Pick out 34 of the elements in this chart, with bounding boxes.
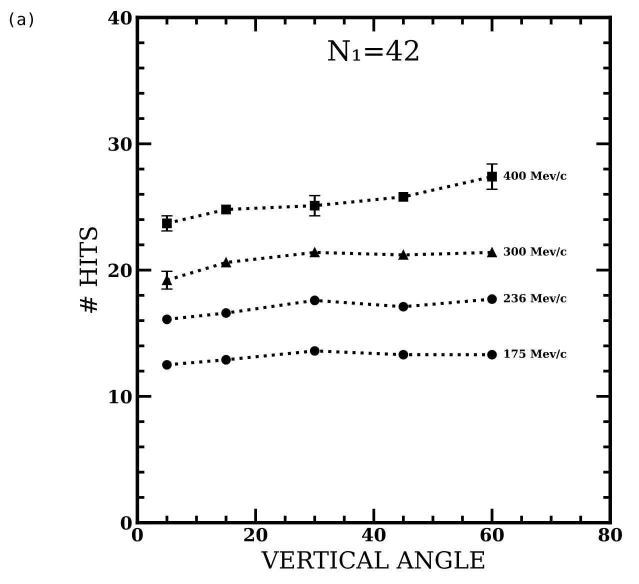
y-tick-label: 40 [108,10,132,25]
x-tick-label: 80 [598,528,622,542]
series-label: 175 Mev/c [504,350,566,359]
y-tick-label: 0 [120,516,132,530]
y-tick-label: 20 [108,264,132,278]
point [310,346,320,356]
point [221,258,231,268]
text: N₁=42 [328,40,418,61]
x-axis-title: VERTICAL ANGLE [261,550,484,569]
point [221,204,231,214]
x-tick-label: 40 [362,528,386,542]
series-label: 236 Mev/c [504,294,566,304]
series-label: 400 Mev/c [504,171,566,181]
y-tick-label: 10 [110,390,132,404]
point [310,296,320,306]
point [487,294,497,304]
point [162,360,172,370]
text: (a) [10,12,34,28]
point [398,250,408,260]
point [310,248,320,258]
x-tick-label: 0 [132,528,143,542]
point [221,354,231,365]
x-tick-label: 20 [244,528,268,542]
point [221,308,231,318]
series-label: 300 Mev/c [504,247,566,257]
point [398,350,408,360]
point [487,248,497,258]
point [398,192,408,202]
y-tick-label: 30 [108,137,132,151]
point [487,350,497,360]
point [398,302,408,312]
y-axis-title: # HITS [79,227,98,313]
x-tick-label: 60 [480,528,504,542]
point [162,314,172,324]
